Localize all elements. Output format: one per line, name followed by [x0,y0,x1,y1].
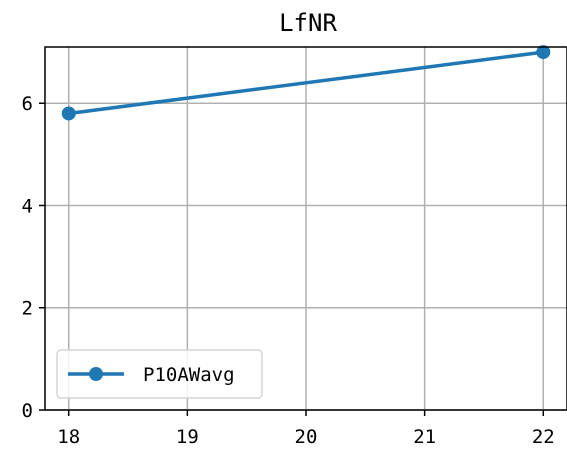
data-point [536,45,551,60]
legend-label: P10AWavg [143,364,235,386]
x-tick-label: 19 [176,426,199,448]
y-tick-label: 0 [22,400,33,422]
x-tick-label: 22 [532,426,555,448]
series-line [68,50,544,116]
x-axis: 18 19 20 21 22 [57,410,555,448]
plot-area [61,45,551,121]
legend-box [56,349,263,399]
y-tick-label: 4 [22,195,33,217]
y-axis: 0 2 4 6 [22,93,45,422]
x-tick-label: 18 [57,426,80,448]
x-tick-label: 21 [413,426,436,448]
y-tick-label: 2 [22,298,33,320]
legend: P10AWavg [56,349,263,399]
y-tick-label: 6 [22,93,33,115]
chart-title: LfNR [279,9,337,37]
legend-marker [89,367,103,381]
x-tick-label: 20 [295,426,318,448]
data-point [61,106,76,121]
